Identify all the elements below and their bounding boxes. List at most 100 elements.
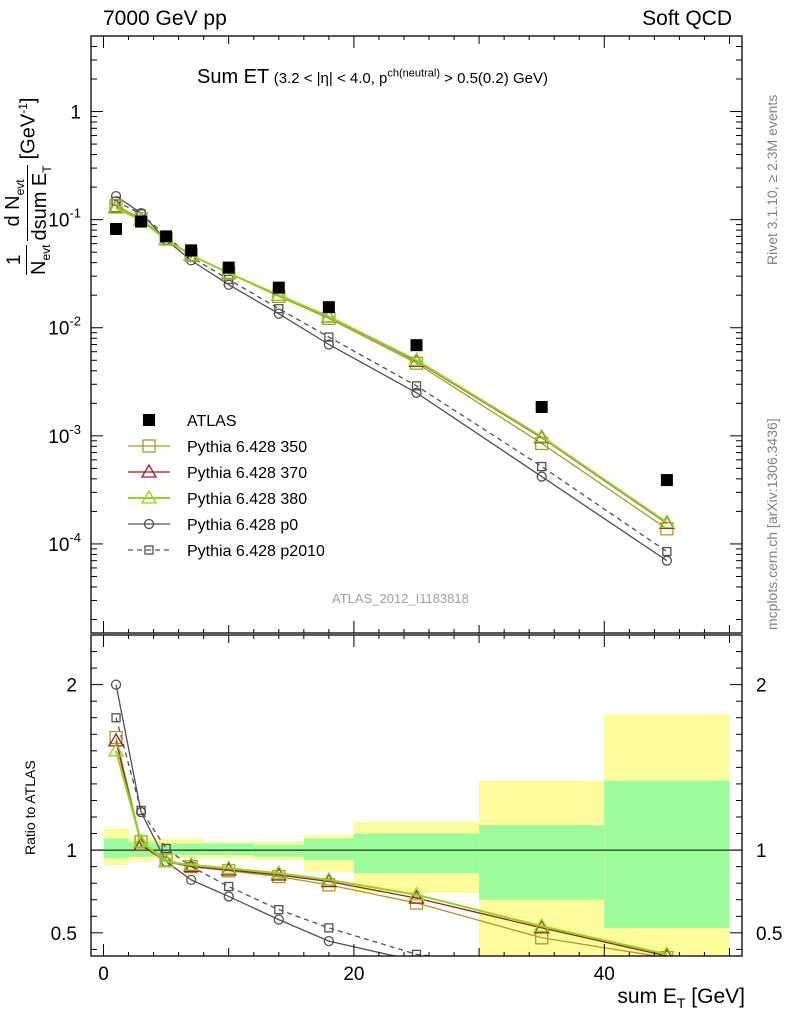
band-inner-2 bbox=[153, 843, 204, 856]
legend-item-ATLAS: ATLAS bbox=[143, 413, 237, 430]
legend-item-p350: Pythia 6.428 350 bbox=[128, 439, 307, 456]
ratio-point-p370 bbox=[662, 947, 672, 956]
main-line-p0 bbox=[115, 195, 668, 562]
title-main: Sum ET bbox=[197, 66, 270, 88]
x-axis-label: sum ET [GeV] bbox=[617, 985, 745, 1012]
band-inner-8 bbox=[604, 780, 730, 928]
ratio-point-p2010 bbox=[111, 713, 121, 723]
ratio-series-group bbox=[107, 679, 674, 984]
main-point-p380 bbox=[107, 199, 125, 214]
axes-group: 0 20 40 1 10-1 10-2 10-3 10-4 0.5 0.5 1 1 2 2 bbox=[48, 35, 782, 985]
ratio-point-p0 bbox=[273, 914, 284, 925]
ratio-point-p0 bbox=[537, 975, 546, 984]
legend-item-p0: Pythia 6.428 p0 bbox=[128, 517, 298, 534]
ratio-y-tick-label-right: 2 bbox=[756, 676, 767, 697]
ratio-point-p0 bbox=[415, 955, 418, 956]
main-series-group bbox=[107, 190, 676, 566]
x-tick-label: 0 bbox=[98, 964, 109, 985]
ratio-point-p2010 bbox=[136, 805, 146, 816]
main-series-ATLAS bbox=[110, 215, 673, 487]
main-point-p2010 bbox=[111, 196, 121, 206]
main-point-p0 bbox=[536, 471, 547, 482]
legend-item-p370: Pythia 6.428 370 bbox=[128, 463, 307, 482]
ratio-frame bbox=[90, 634, 743, 957]
legend-label-ATLAS: ATLAS bbox=[187, 413, 237, 430]
main-point-p2010 bbox=[662, 546, 672, 557]
main-point-ATLAS bbox=[160, 230, 173, 243]
header-left: 7000 GeV pp bbox=[103, 7, 227, 30]
ratio-point-p380 bbox=[107, 742, 125, 757]
ratio-series-p380 bbox=[107, 742, 673, 956]
main-frame bbox=[90, 35, 743, 634]
main-point-p2010 bbox=[411, 381, 422, 391]
ratio-point-p380 bbox=[320, 871, 337, 886]
legend: ATLAS Pythia 6.428 350 Pythia 6.428 370 Pyt… bbox=[128, 413, 325, 560]
main-line-p380 bbox=[115, 207, 668, 524]
ratio-y-tick-label: 1 bbox=[66, 841, 77, 862]
legend-marker-p2010 bbox=[144, 545, 154, 555]
ratio-point-p380 bbox=[157, 853, 175, 868]
ratio-line-p0 bbox=[115, 684, 398, 956]
y-tick-label: 10-4 bbox=[48, 530, 81, 556]
ratio-y-axis-label: Ratio to ATLAS bbox=[22, 760, 38, 855]
band-inner-3 bbox=[203, 843, 254, 856]
legend-label-p2010: Pythia 6.428 p2010 bbox=[187, 543, 325, 560]
ratio-point-p2010 bbox=[538, 965, 546, 973]
main-point-ATLAS bbox=[185, 244, 198, 257]
band-inner-0 bbox=[103, 838, 129, 859]
ratio-point-p380 bbox=[132, 833, 150, 848]
legend-marker-p380 bbox=[140, 489, 158, 504]
y-tick-label: 1 bbox=[70, 103, 81, 124]
title-superscript: ch(neutral) bbox=[387, 67, 440, 80]
main-point-ATLAS bbox=[535, 400, 548, 413]
ratio-point-p0 bbox=[186, 874, 197, 886]
ratio-point-p370 bbox=[408, 889, 425, 904]
ratio-point-p380 bbox=[661, 946, 673, 956]
legend-item-p380: Pythia 6.428 380 bbox=[128, 489, 307, 508]
band-inner-7 bbox=[479, 825, 605, 900]
x-tick-label: 40 bbox=[594, 964, 615, 985]
main-point-ATLAS bbox=[222, 261, 235, 274]
mcplots-label: mcplots.cern.ch [arXiv:1306.3436] bbox=[764, 418, 780, 630]
main-point-ATLAS bbox=[660, 474, 673, 487]
ratio-y-tick-label: 2 bbox=[66, 676, 77, 697]
y-tick-label: 10-2 bbox=[48, 314, 81, 340]
ratio-point-p380 bbox=[533, 917, 550, 932]
ratio-point-p380 bbox=[408, 886, 425, 901]
legend-marker-p370 bbox=[140, 463, 158, 478]
main-line-p2010 bbox=[115, 200, 668, 553]
ratio-point-p2010 bbox=[411, 949, 422, 956]
main-point-p2010 bbox=[324, 332, 334, 342]
y-tick-label: 10-3 bbox=[48, 422, 81, 448]
main-point-ATLAS bbox=[135, 215, 148, 228]
ratio-uncertainty-bands bbox=[91, 714, 742, 956]
title-condition: (3.2 < |η| < 4.0, p bbox=[273, 70, 388, 87]
legend-label-p0: Pythia 6.428 p0 bbox=[187, 517, 298, 534]
legend-marker-p350 bbox=[142, 439, 156, 453]
main-point-p380 bbox=[658, 514, 676, 529]
main-point-p380 bbox=[320, 308, 337, 323]
rivet-label: Rivet 3.1.10, ≥ 2.3M events bbox=[764, 94, 780, 265]
ratio-point-p350 bbox=[660, 951, 674, 956]
legend-label-p370: Pythia 6.428 370 bbox=[187, 465, 307, 482]
title-condition-end: > 0.5(0.2) GeV) bbox=[439, 70, 548, 87]
ratio-point-p0 bbox=[323, 935, 335, 947]
main-point-p2010 bbox=[274, 304, 284, 314]
x-tick-label: 20 bbox=[343, 964, 364, 985]
ratio-y-tick-label-right: 0.5 bbox=[756, 924, 782, 945]
band-inner-5 bbox=[303, 838, 354, 861]
main-point-ATLAS bbox=[110, 222, 123, 235]
y-tick-label: 10-1 bbox=[48, 206, 81, 232]
main-point-p2010 bbox=[537, 461, 547, 472]
main-title: Sum ET (3.2 < |η| < 4.0, pch(neutral) > … bbox=[197, 66, 548, 89]
ratio-point-p2010 bbox=[274, 905, 284, 915]
ratio-line-p2010 bbox=[115, 717, 436, 956]
legend-label-p350: Pythia 6.428 350 bbox=[187, 439, 307, 456]
legend-label-p380: Pythia 6.428 380 bbox=[187, 491, 307, 508]
main-y-axis-label: 1 Nevt d Nevt dsum ET [GeV-1] bbox=[2, 97, 54, 275]
main-point-ATLAS bbox=[272, 281, 285, 294]
ratio-point-p2010 bbox=[224, 881, 234, 892]
header-right: Soft QCD bbox=[642, 7, 732, 30]
legend-marker-p0 bbox=[143, 518, 155, 530]
